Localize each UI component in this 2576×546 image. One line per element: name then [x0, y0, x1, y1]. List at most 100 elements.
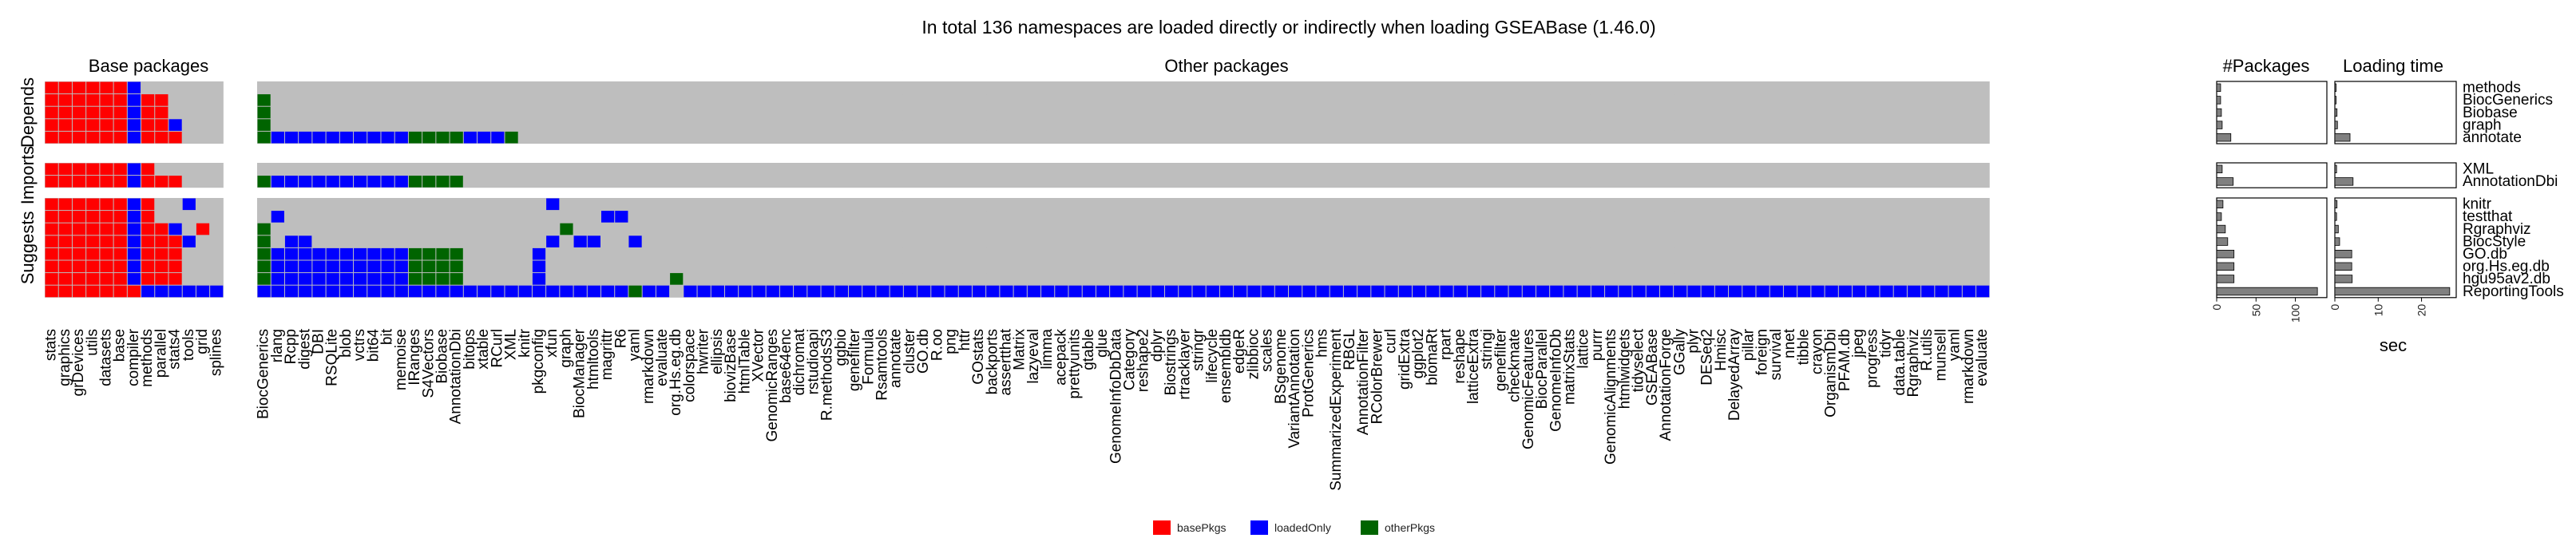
other-cell [958, 198, 972, 211]
other-column-label: digest [296, 328, 313, 369]
other-cell [766, 211, 779, 223]
other-column-label: latticeExtra [1465, 329, 1482, 404]
other-cell [601, 176, 615, 188]
base-cell [127, 273, 141, 285]
other-cell [1976, 131, 1990, 144]
other-cell [876, 163, 890, 176]
other-cell [1219, 81, 1234, 94]
other-cell [986, 106, 1000, 119]
other-cell [1701, 198, 1714, 211]
other-column-label: RColorBrewer [1369, 328, 1385, 424]
other-cell [518, 198, 532, 211]
other-column-label: pillar [1740, 328, 1757, 361]
other-cell [573, 285, 587, 298]
other-cell [628, 223, 642, 235]
count-tick-label: 0 [2210, 304, 2223, 311]
other-column-label: matrixStats [1562, 329, 1579, 405]
other-cell [257, 223, 271, 235]
other-cell [821, 198, 834, 211]
other-cell [876, 131, 890, 144]
other-cell [1137, 81, 1151, 94]
other-cell [546, 176, 560, 188]
other-cell [1068, 94, 1082, 106]
other-cell [299, 119, 312, 131]
other-column-label: nnet [1781, 328, 1798, 358]
other-column-label: R.methodsS3 [819, 329, 836, 421]
other-cell [381, 81, 394, 94]
other-cell [587, 106, 600, 119]
other-cell [1068, 131, 1082, 144]
other-cell [1921, 176, 1935, 188]
other-cell [326, 235, 339, 247]
other-cell [1550, 223, 1563, 235]
other-cell [1853, 94, 1866, 106]
other-cell [1619, 223, 1632, 235]
other-cell [339, 163, 354, 176]
other-cell [560, 81, 573, 94]
other-cell [1302, 94, 1316, 106]
other-cell [1330, 131, 1343, 144]
other-cell [505, 81, 518, 94]
other-cell [394, 94, 408, 106]
other-cell [1687, 198, 1701, 211]
other-cell [697, 163, 711, 176]
other-cell [1619, 198, 1632, 211]
other-cell [1853, 211, 1866, 223]
other-cell [958, 163, 972, 176]
other-cell [1687, 163, 1701, 176]
other-cell [354, 131, 367, 144]
other-cell [1110, 223, 1124, 235]
other-cell [779, 176, 794, 188]
other-cell [1797, 106, 1811, 119]
other-cell [752, 285, 766, 298]
base-cell [210, 211, 224, 223]
other-cell [986, 211, 1000, 223]
other-cell [1165, 260, 1179, 273]
row-group-label: Depends [18, 77, 38, 148]
other-cell [326, 260, 339, 273]
other-cell [848, 94, 862, 106]
base-cell [141, 285, 155, 298]
other-cell [1412, 163, 1426, 176]
other-cell [1412, 81, 1426, 94]
base-cell [100, 285, 113, 298]
other-cell [1632, 106, 1646, 119]
other-cell [271, 223, 284, 235]
other-cell [450, 131, 463, 144]
other-cell [711, 119, 724, 131]
other-cell [1811, 131, 1825, 144]
other-cell [1289, 247, 1302, 260]
package-count-bar [2216, 200, 2224, 209]
other-cell [1151, 198, 1165, 211]
other-cell [1605, 106, 1619, 119]
other-cell [656, 223, 670, 235]
other-cell [1453, 81, 1467, 94]
other-cell [1426, 94, 1440, 106]
other-cell [1330, 211, 1343, 223]
other-cell [1261, 131, 1274, 144]
base-cell [155, 285, 168, 298]
other-cell [491, 81, 505, 94]
loading-time-bar [2334, 133, 2351, 142]
base-column-label: grid [194, 329, 211, 354]
other-cell [779, 163, 794, 176]
other-cell [546, 273, 560, 285]
other-cell [463, 163, 478, 176]
other-cell [1591, 106, 1605, 119]
other-cell [271, 176, 284, 188]
other-cell [1289, 235, 1302, 247]
other-cell [1234, 235, 1247, 247]
other-cell [422, 176, 436, 188]
other-cell [1783, 273, 1797, 285]
other-cell [1522, 285, 1536, 298]
other-cell [642, 176, 656, 188]
other-cell [917, 131, 931, 144]
other-cell [1302, 235, 1316, 247]
other-cell [1453, 235, 1467, 247]
other-cell [394, 273, 408, 285]
other-cell [1674, 176, 1687, 188]
other-cell [1179, 260, 1192, 273]
other-cell [821, 94, 834, 106]
other-cell [1110, 273, 1124, 285]
other-cell [505, 247, 518, 260]
